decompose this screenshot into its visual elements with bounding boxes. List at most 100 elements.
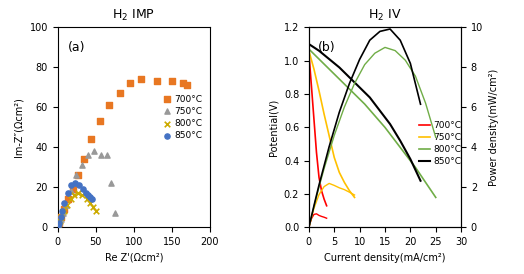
800°C — [89, 205, 97, 210]
800°C — [372, 114, 378, 117]
750°C — [305, 49, 312, 52]
Y-axis label: Potential(V): Potential(V) — [268, 99, 278, 156]
800°C — [362, 102, 368, 106]
850°C — [57, 215, 65, 220]
850°C — [305, 42, 312, 46]
700°C — [74, 173, 82, 178]
700°C — [137, 77, 146, 82]
850°C — [387, 122, 393, 126]
850°C — [55, 221, 63, 226]
800°C — [54, 223, 62, 228]
750°C — [57, 217, 65, 222]
750°C — [55, 221, 63, 226]
700°C — [95, 119, 104, 124]
Line: 850°C: 850°C — [309, 44, 421, 181]
Text: (a): (a) — [68, 41, 86, 55]
850°C — [82, 191, 90, 196]
750°C — [67, 189, 75, 194]
700°C — [64, 197, 72, 202]
X-axis label: Re Z'(Ωcm²): Re Z'(Ωcm²) — [104, 253, 163, 263]
750°C — [331, 156, 337, 159]
700°C — [57, 215, 66, 220]
800°C — [433, 196, 439, 199]
750°C — [341, 181, 347, 184]
750°C — [316, 89, 322, 92]
850°C — [418, 179, 424, 182]
750°C — [346, 189, 353, 192]
700°C — [316, 176, 322, 179]
Line: 800°C: 800°C — [309, 49, 436, 197]
750°C — [90, 149, 99, 154]
700°C — [183, 83, 191, 88]
750°C — [352, 196, 358, 199]
750°C — [78, 163, 86, 168]
700°C — [87, 137, 95, 142]
Line: 700°C: 700°C — [309, 52, 326, 206]
700°C — [323, 204, 330, 207]
750°C — [97, 153, 105, 158]
850°C — [356, 86, 363, 89]
800°C — [305, 47, 312, 51]
700°C — [308, 84, 314, 87]
850°C — [75, 183, 83, 188]
750°C — [326, 134, 332, 137]
700°C — [60, 207, 69, 212]
800°C — [78, 193, 86, 198]
850°C — [60, 201, 69, 206]
850°C — [71, 181, 79, 185]
850°C — [367, 96, 373, 99]
800°C — [92, 209, 100, 214]
800°C — [321, 62, 327, 66]
850°C — [58, 209, 67, 214]
800°C — [352, 92, 358, 96]
700°C — [168, 79, 176, 84]
800°C — [62, 203, 71, 208]
800°C — [70, 193, 79, 198]
800°C — [341, 82, 347, 86]
750°C — [111, 211, 119, 216]
700°C — [80, 157, 89, 162]
Legend: 700°C, 750°C, 800°C, 850°C: 700°C, 750°C, 800°C, 850°C — [159, 92, 205, 143]
800°C — [74, 191, 82, 196]
700°C — [305, 51, 312, 54]
750°C — [62, 203, 70, 208]
700°C — [152, 79, 161, 84]
850°C — [86, 195, 94, 199]
850°C — [311, 46, 317, 49]
800°C — [311, 52, 317, 56]
Title: H$_2$ IMP: H$_2$ IMP — [112, 8, 155, 23]
850°C — [397, 139, 403, 142]
750°C — [336, 171, 343, 174]
850°C — [407, 158, 413, 161]
X-axis label: Current density(mA/cm²): Current density(mA/cm²) — [324, 253, 446, 263]
850°C — [326, 58, 332, 61]
750°C — [311, 67, 317, 71]
850°C — [84, 193, 92, 198]
800°C — [402, 152, 408, 156]
700°C — [116, 91, 124, 96]
800°C — [382, 126, 388, 129]
Legend: 700°C, 750°C, 800°C, 850°C: 700°C, 750°C, 800°C, 850°C — [417, 118, 464, 169]
800°C — [316, 58, 322, 61]
800°C — [56, 219, 64, 224]
700°C — [69, 187, 77, 192]
850°C — [336, 66, 343, 69]
Line: 750°C: 750°C — [309, 51, 355, 197]
800°C — [392, 139, 398, 142]
750°C — [103, 153, 111, 158]
850°C — [346, 76, 353, 79]
Title: H$_2$ IV: H$_2$ IV — [368, 8, 402, 23]
800°C — [67, 197, 75, 202]
800°C — [412, 166, 419, 169]
850°C — [79, 187, 87, 192]
700°C — [311, 118, 317, 121]
700°C — [55, 221, 63, 226]
750°C — [84, 153, 92, 158]
Text: (b): (b) — [318, 41, 336, 55]
Y-axis label: Im-Z″(Ωcm²): Im-Z″(Ωcm²) — [14, 98, 24, 157]
750°C — [72, 173, 80, 178]
850°C — [88, 197, 96, 202]
800°C — [85, 201, 94, 206]
750°C — [59, 211, 67, 216]
800°C — [57, 215, 66, 220]
